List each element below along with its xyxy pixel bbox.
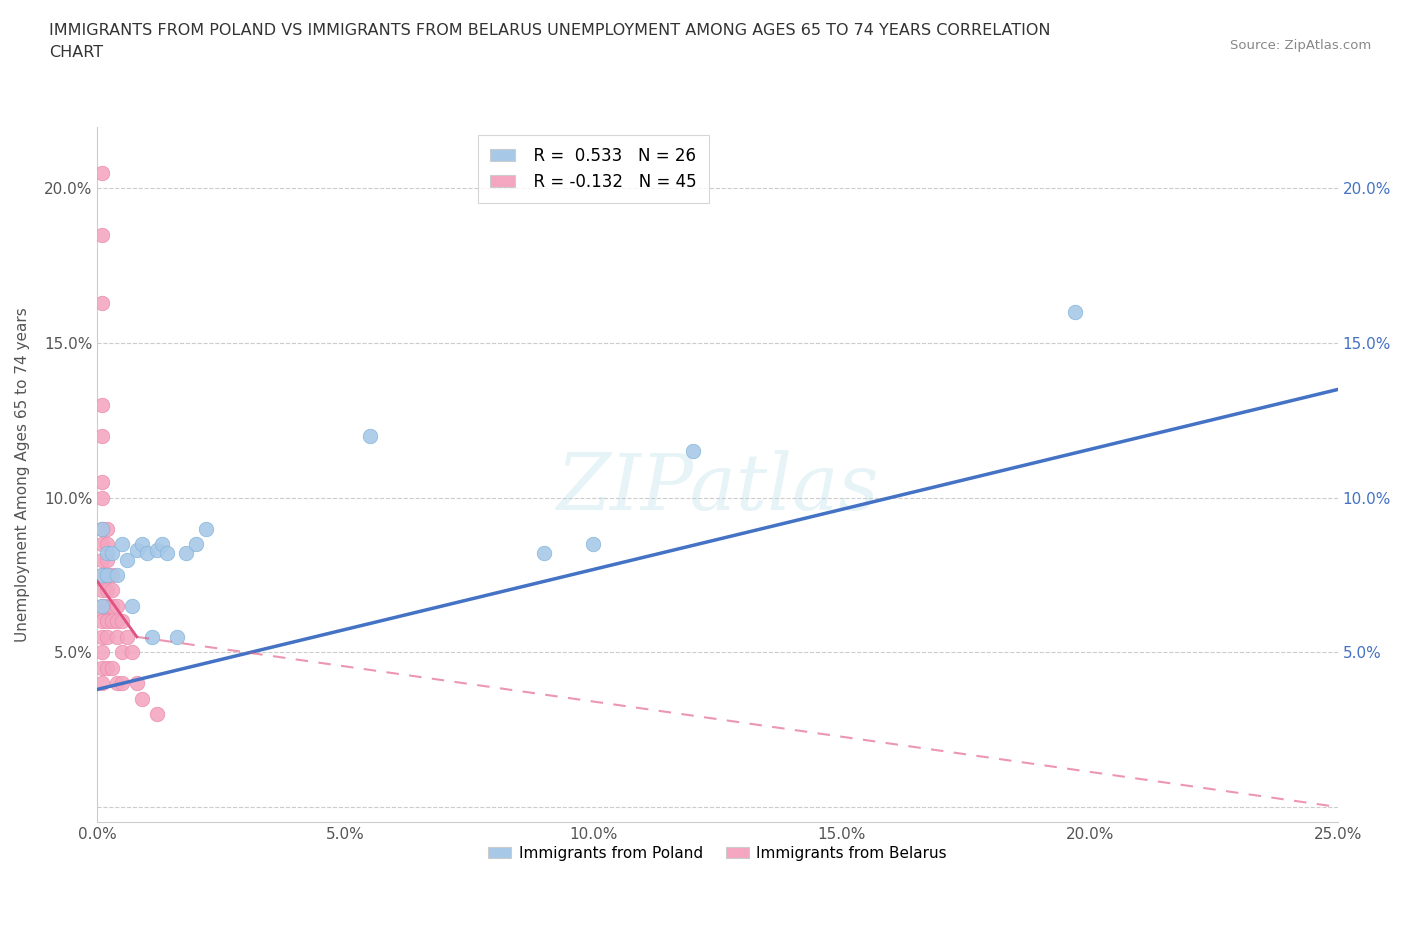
Point [121, 644, 143, 659]
Point [91, 660, 114, 675]
Point [101, 546, 124, 561]
Point [533, 546, 555, 561]
Point [101, 599, 124, 614]
Point [131, 691, 153, 706]
Point [91, 599, 114, 614]
Point [91, 490, 114, 505]
Point [121, 599, 143, 614]
Point [91, 630, 114, 644]
Point [145, 543, 167, 558]
Point [359, 429, 381, 444]
Point [115, 630, 138, 644]
Point [91, 604, 114, 619]
Point [96, 614, 118, 629]
Point [91, 521, 114, 536]
Point [96, 537, 118, 551]
Point [111, 537, 134, 551]
Point [91, 296, 114, 311]
Text: Source: ZipAtlas.com: Source: ZipAtlas.com [1230, 39, 1371, 52]
Point [91, 166, 114, 180]
Point [101, 567, 124, 582]
Point [91, 521, 114, 536]
Point [91, 676, 114, 691]
Point [91, 552, 114, 567]
Point [91, 599, 114, 614]
Point [105, 599, 128, 614]
Point [96, 567, 118, 582]
Point [91, 614, 114, 629]
Text: ZIPatlas: ZIPatlas [557, 450, 879, 526]
Point [91, 567, 114, 582]
Point [91, 644, 114, 659]
Point [91, 475, 114, 490]
Point [96, 552, 118, 567]
Point [101, 583, 124, 598]
Point [1063, 305, 1085, 320]
Point [186, 537, 208, 551]
Point [131, 537, 153, 551]
Point [96, 567, 118, 582]
Legend: Immigrants from Poland, Immigrants from Belarus: Immigrants from Poland, Immigrants from … [482, 840, 953, 867]
Point [145, 707, 167, 722]
Point [101, 660, 124, 675]
Point [111, 614, 134, 629]
Point [135, 546, 157, 561]
Point [166, 630, 188, 644]
Point [155, 546, 177, 561]
Point [91, 567, 114, 582]
Point [111, 644, 134, 659]
Point [105, 676, 128, 691]
Point [115, 552, 138, 567]
Point [582, 537, 605, 551]
Point [150, 537, 173, 551]
Point [111, 676, 134, 691]
Point [96, 630, 118, 644]
Point [96, 599, 118, 614]
Point [101, 614, 124, 629]
Point [682, 444, 704, 458]
Point [91, 583, 114, 598]
Point [195, 521, 218, 536]
Point [91, 228, 114, 243]
Y-axis label: Unemployment Among Ages 65 to 74 years: Unemployment Among Ages 65 to 74 years [15, 307, 30, 642]
Point [91, 429, 114, 444]
Text: IMMIGRANTS FROM POLAND VS IMMIGRANTS FROM BELARUS UNEMPLOYMENT AMONG AGES 65 TO : IMMIGRANTS FROM POLAND VS IMMIGRANTS FRO… [49, 23, 1050, 60]
Point [125, 543, 148, 558]
Point [125, 676, 148, 691]
Point [141, 630, 163, 644]
Point [96, 583, 118, 598]
Point [96, 546, 118, 561]
Point [96, 521, 118, 536]
Point [91, 537, 114, 551]
Point [105, 567, 128, 582]
Point [91, 397, 114, 412]
Point [105, 614, 128, 629]
Point [96, 660, 118, 675]
Point [176, 546, 198, 561]
Point [105, 630, 128, 644]
